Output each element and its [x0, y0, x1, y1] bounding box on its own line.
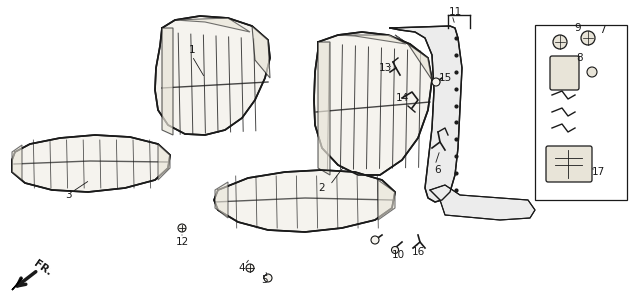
Circle shape [392, 246, 399, 253]
FancyBboxPatch shape [550, 56, 579, 90]
Polygon shape [12, 278, 22, 290]
Text: FR.: FR. [32, 258, 54, 278]
Circle shape [264, 274, 272, 282]
Text: 17: 17 [591, 167, 605, 177]
Polygon shape [314, 32, 432, 175]
Polygon shape [155, 16, 270, 135]
Polygon shape [12, 145, 22, 180]
Text: 8: 8 [577, 53, 583, 63]
Text: 11: 11 [449, 7, 461, 17]
Text: 15: 15 [438, 73, 452, 83]
Polygon shape [395, 35, 432, 80]
Polygon shape [318, 42, 330, 175]
Text: 2: 2 [319, 183, 325, 193]
Text: 10: 10 [392, 250, 404, 260]
Text: 13: 13 [378, 63, 392, 73]
Polygon shape [214, 170, 395, 232]
Polygon shape [175, 18, 250, 32]
Polygon shape [390, 26, 462, 202]
Text: 1: 1 [189, 45, 195, 55]
Text: 5: 5 [262, 275, 268, 285]
Circle shape [371, 236, 379, 244]
Polygon shape [378, 180, 395, 220]
Text: 4: 4 [239, 263, 245, 273]
Circle shape [432, 78, 440, 86]
Polygon shape [430, 185, 535, 220]
FancyBboxPatch shape [546, 146, 592, 182]
Text: 16: 16 [412, 247, 424, 257]
Text: 7: 7 [598, 25, 605, 35]
Polygon shape [215, 182, 228, 218]
Circle shape [553, 35, 567, 49]
Polygon shape [162, 28, 173, 135]
Circle shape [246, 264, 254, 272]
Circle shape [581, 31, 595, 45]
Polygon shape [338, 35, 406, 44]
Circle shape [178, 224, 186, 232]
Polygon shape [12, 135, 170, 192]
Text: 6: 6 [435, 165, 442, 175]
Circle shape [587, 67, 597, 77]
Text: 9: 9 [575, 23, 581, 33]
Text: 14: 14 [396, 93, 408, 103]
Polygon shape [252, 26, 270, 78]
Text: 3: 3 [65, 190, 71, 200]
Text: 12: 12 [175, 237, 189, 247]
Polygon shape [158, 144, 170, 180]
